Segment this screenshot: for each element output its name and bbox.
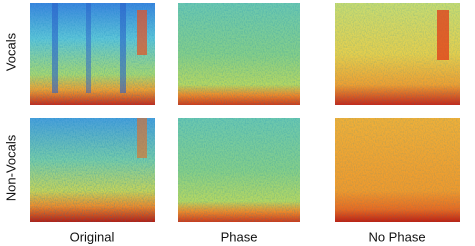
band — [137, 118, 147, 158]
band — [120, 3, 126, 93]
column-label: Phase — [221, 229, 258, 244]
panel-no-phase-non-vocals — [335, 118, 460, 222]
column-label: No Phase — [368, 229, 425, 244]
texture — [30, 3, 155, 105]
texture — [178, 3, 300, 105]
panel-no-phase-vocals — [335, 3, 460, 105]
texture — [30, 118, 155, 222]
row-label: Vocals — [3, 32, 18, 71]
band — [86, 3, 91, 93]
row-label: Non-Vocals — [3, 134, 18, 201]
panel-original-vocals — [30, 3, 155, 105]
texture — [178, 118, 300, 222]
band — [52, 3, 58, 93]
panel-phase-vocals — [178, 3, 300, 105]
band — [437, 10, 449, 60]
column-label: Original — [70, 229, 115, 244]
panel-phase-non-vocals — [178, 118, 300, 222]
texture — [335, 118, 460, 222]
band — [137, 10, 147, 55]
panel-original-non-vocals — [30, 118, 155, 222]
